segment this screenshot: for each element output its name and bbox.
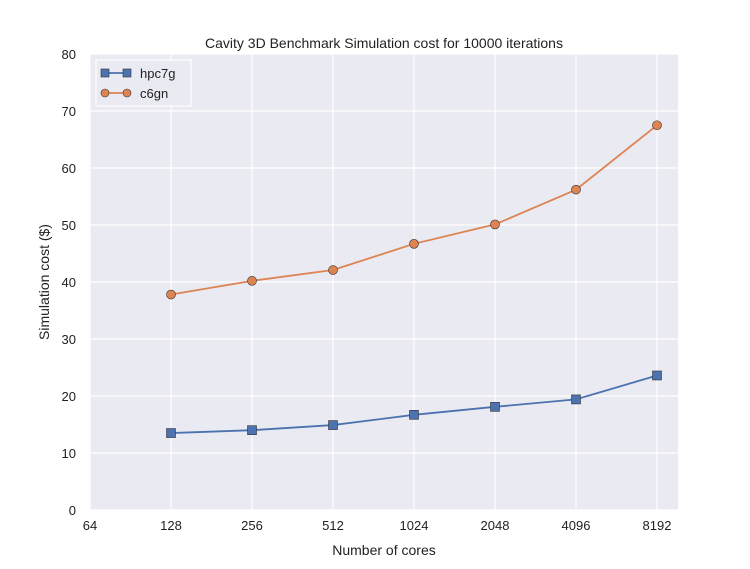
hpc7g-point [571,394,581,405]
x-tick-label: 512 [322,518,344,533]
c6gn-point [571,184,581,195]
y-tick-label: 50 [62,218,76,233]
y-tick-label: 10 [62,446,76,461]
legend-marker-c6gn [100,88,110,98]
legend-marker-hpc7g [100,68,110,78]
legend-label: hpc7g [140,66,175,81]
legend-marker-c6gn [122,88,132,98]
c6gn-point [409,239,419,249]
c6gn-point [490,219,500,230]
legend-box [95,59,192,107]
x-tick-label: 4096 [562,518,591,533]
y-tick-label: 40 [62,275,76,290]
hpc7g-point [328,420,338,430]
x-tick-label: 8192 [643,518,672,533]
y-tick-label: 60 [62,161,76,176]
x-tick-label: 2048 [481,518,510,533]
legend-label: c6gn [140,86,168,101]
c6gn-point [328,265,338,275]
c6gn-point [247,276,257,286]
hpc7g-point [490,402,500,412]
hpc7g-point [166,428,176,438]
x-axis-label: Number of cores [332,542,435,558]
x-tick-label: 1024 [400,518,429,533]
x-tick-label: 128 [160,518,182,533]
x-tick-label: 64 [83,518,97,533]
legend: hpc7g c6gn [95,59,192,107]
legend-marker-hpc7g [122,68,132,78]
y-tick-label: 20 [62,389,76,404]
y-tick-label: 70 [62,104,76,119]
c6gn-point [652,120,662,131]
x-tick-label: 256 [241,518,263,533]
y-tick-label: 0 [69,503,76,518]
hpc7g-point [247,425,257,436]
y-tick-label: 30 [62,332,76,347]
hpc7g-point [652,370,662,381]
chart-title: Cavity 3D Benchmark Simulation cost for … [205,35,563,51]
c6gn-point [166,289,176,300]
y-axis-label: Simulation cost ($) [36,224,52,340]
hpc7g-point [409,410,419,420]
y-tick-label: 80 [62,47,76,62]
